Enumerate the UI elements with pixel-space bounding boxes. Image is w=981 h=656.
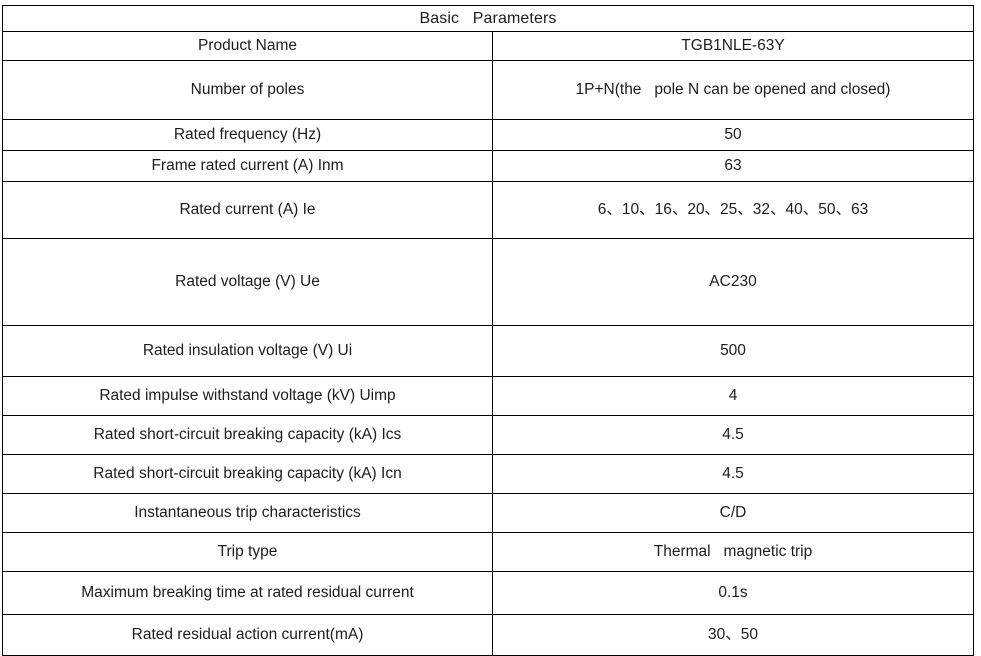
- parameter-value: TGB1NLE-63Y: [492, 31, 974, 61]
- table-row: Rated voltage (V) Ue AC230: [2, 238, 974, 326]
- parameter-value: Thermal magnetic trip: [492, 532, 974, 572]
- parameter-value: 30、50: [492, 614, 974, 656]
- table-title: Basic Parameters: [2, 5, 974, 32]
- table-row: Maximum breaking time at rated residual …: [2, 571, 974, 615]
- table-row: Trip type Thermal magnetic trip: [2, 532, 974, 572]
- parameter-label: Rated residual action current(mA): [2, 614, 493, 656]
- table-row: Rated insulation voltage (V) Ui 500: [2, 325, 974, 377]
- parameter-value: 4.5: [492, 454, 974, 494]
- parameter-value: 1P+N(the pole N can be opened and closed…: [492, 60, 974, 120]
- parameter-value: 50: [492, 119, 974, 151]
- parameter-label: Rated insulation voltage (V) Ui: [2, 325, 493, 377]
- parameter-value: 500: [492, 325, 974, 377]
- table-row: Rated short-circuit breaking capacity (k…: [2, 415, 974, 455]
- parameter-value: AC230: [492, 238, 974, 326]
- parameter-value: 4.5: [492, 415, 974, 455]
- table-row: Number of poles 1P+N(the pole N can be op…: [2, 60, 974, 120]
- parameter-label: Frame rated current (A) Inm: [2, 150, 493, 182]
- parameter-label: Trip type: [2, 532, 493, 572]
- parameter-label: Rated frequency (Hz): [2, 119, 493, 151]
- table-row: Product Name TGB1NLE-63Y: [2, 31, 974, 61]
- parameter-label: Number of poles: [2, 60, 493, 120]
- table-row: Rated current (A) Ie 6、10、16、20、25、32、40、…: [2, 181, 974, 239]
- table-row: Instantaneous trip characteristics C/D: [2, 493, 974, 533]
- basic-parameters-table: Basic Parameters Product Name TGB1NLE-63Y…: [2, 5, 974, 656]
- parameter-label: Rated impulse withstand voltage (kV) Uim…: [2, 376, 493, 416]
- table-body: Basic Parameters Product Name TGB1NLE-63Y…: [2, 5, 974, 656]
- parameter-value: C/D: [492, 493, 974, 533]
- parameter-label: Product Name: [2, 31, 493, 61]
- parameter-label: Rated current (A) Ie: [2, 181, 493, 239]
- parameter-label: Maximum breaking time at rated residual …: [2, 571, 493, 615]
- parameter-label: Rated short-circuit breaking capacity (k…: [2, 415, 493, 455]
- table-row: Rated impulse withstand voltage (kV) Uim…: [2, 376, 974, 416]
- parameter-label: Instantaneous trip characteristics: [2, 493, 493, 533]
- parameter-value: 6、10、16、20、25、32、40、50、63: [492, 181, 974, 239]
- table-title-row: Basic Parameters: [2, 5, 974, 32]
- parameter-label: Rated voltage (V) Ue: [2, 238, 493, 326]
- table-row: Rated frequency (Hz) 50: [2, 119, 974, 151]
- table-row: Rated short-circuit breaking capacity (k…: [2, 454, 974, 494]
- parameter-label: Rated short-circuit breaking capacity (k…: [2, 454, 493, 494]
- table-row: Rated residual action current(mA) 30、50: [2, 614, 974, 656]
- parameter-value: 63: [492, 150, 974, 182]
- parameter-value: 4: [492, 376, 974, 416]
- table-row: Frame rated current (A) Inm 63: [2, 150, 974, 182]
- parameter-value: 0.1s: [492, 571, 974, 615]
